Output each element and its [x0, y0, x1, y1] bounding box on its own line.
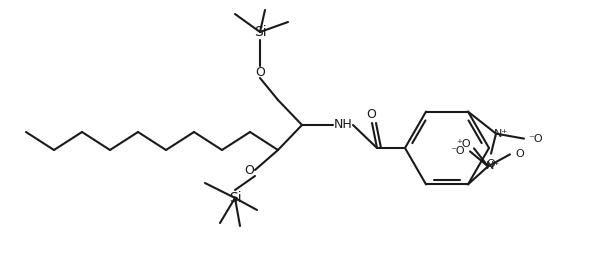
Text: Si: Si — [254, 25, 267, 39]
Text: O: O — [516, 149, 525, 159]
Text: NH: NH — [333, 118, 352, 131]
Text: O: O — [487, 159, 496, 169]
Text: ⁻O: ⁻O — [529, 134, 543, 144]
Text: O: O — [255, 66, 265, 79]
Text: N⁺: N⁺ — [494, 129, 508, 139]
Text: ⁺O: ⁺O — [456, 139, 472, 149]
Text: O: O — [366, 108, 376, 121]
Text: ⁻O: ⁻O — [450, 146, 466, 156]
Text: Si: Si — [229, 191, 241, 205]
Text: O: O — [244, 163, 254, 176]
Text: N⁺: N⁺ — [486, 161, 500, 171]
